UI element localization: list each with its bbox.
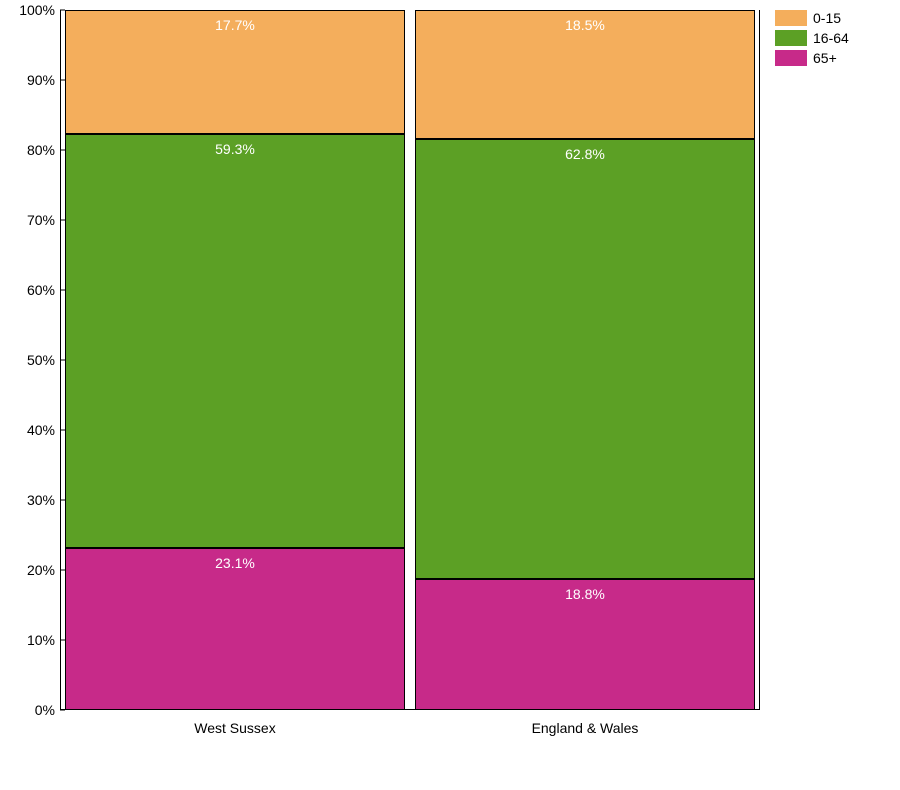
x-axis-label: England & Wales	[532, 720, 639, 736]
stacked-bar-chart: 0%10%20%30%40%50%60%70%80%90%100% 23.1%5…	[60, 10, 760, 740]
legend-label: 16-64	[813, 30, 849, 46]
segment-label: 17.7%	[215, 17, 255, 33]
segment-label: 23.1%	[215, 555, 255, 571]
y-tick-label: 70%	[10, 212, 55, 228]
legend-label: 65+	[813, 50, 837, 66]
plot-area: 0%10%20%30%40%50%60%70%80%90%100% 23.1%5…	[60, 10, 760, 710]
y-tick-label: 10%	[10, 632, 55, 648]
y-tick-label: 90%	[10, 72, 55, 88]
y-tick-label: 80%	[10, 142, 55, 158]
y-tick-label: 30%	[10, 492, 55, 508]
legend-item: 65+	[775, 50, 849, 66]
bar-segment-16-64: 59.3%	[65, 134, 405, 549]
segment-label: 18.8%	[565, 586, 605, 602]
y-tick-label: 40%	[10, 422, 55, 438]
bar-segment-0-15: 18.5%	[415, 10, 755, 139]
legend-item: 16-64	[775, 30, 849, 46]
segment-label: 59.3%	[215, 141, 255, 157]
bar-segment-65plus: 23.1%	[65, 548, 405, 710]
bar-group: 23.1% 59.3% 17.7%	[65, 10, 405, 710]
y-axis: 0%10%20%30%40%50%60%70%80%90%100%	[10, 10, 55, 710]
segment-label: 62.8%	[565, 146, 605, 162]
legend-swatch	[775, 30, 807, 46]
segment-label: 18.5%	[565, 17, 605, 33]
x-axis-label: West Sussex	[194, 720, 275, 736]
legend-swatch	[775, 10, 807, 26]
y-tick-label: 60%	[10, 282, 55, 298]
y-tick-label: 20%	[10, 562, 55, 578]
bar-segment-16-64: 62.8%	[415, 139, 755, 578]
y-tick-label: 100%	[10, 2, 55, 18]
legend-label: 0-15	[813, 10, 841, 26]
legend-item: 0-15	[775, 10, 849, 26]
bar-group: 18.8% 62.8% 18.5%	[415, 10, 755, 710]
y-tick-label: 50%	[10, 352, 55, 368]
bar-segment-65plus: 18.8%	[415, 579, 755, 710]
y-tick-label: 0%	[10, 702, 55, 718]
legend: 0-15 16-64 65+	[775, 10, 849, 70]
legend-swatch	[775, 50, 807, 66]
bar-segment-0-15: 17.7%	[65, 10, 405, 134]
